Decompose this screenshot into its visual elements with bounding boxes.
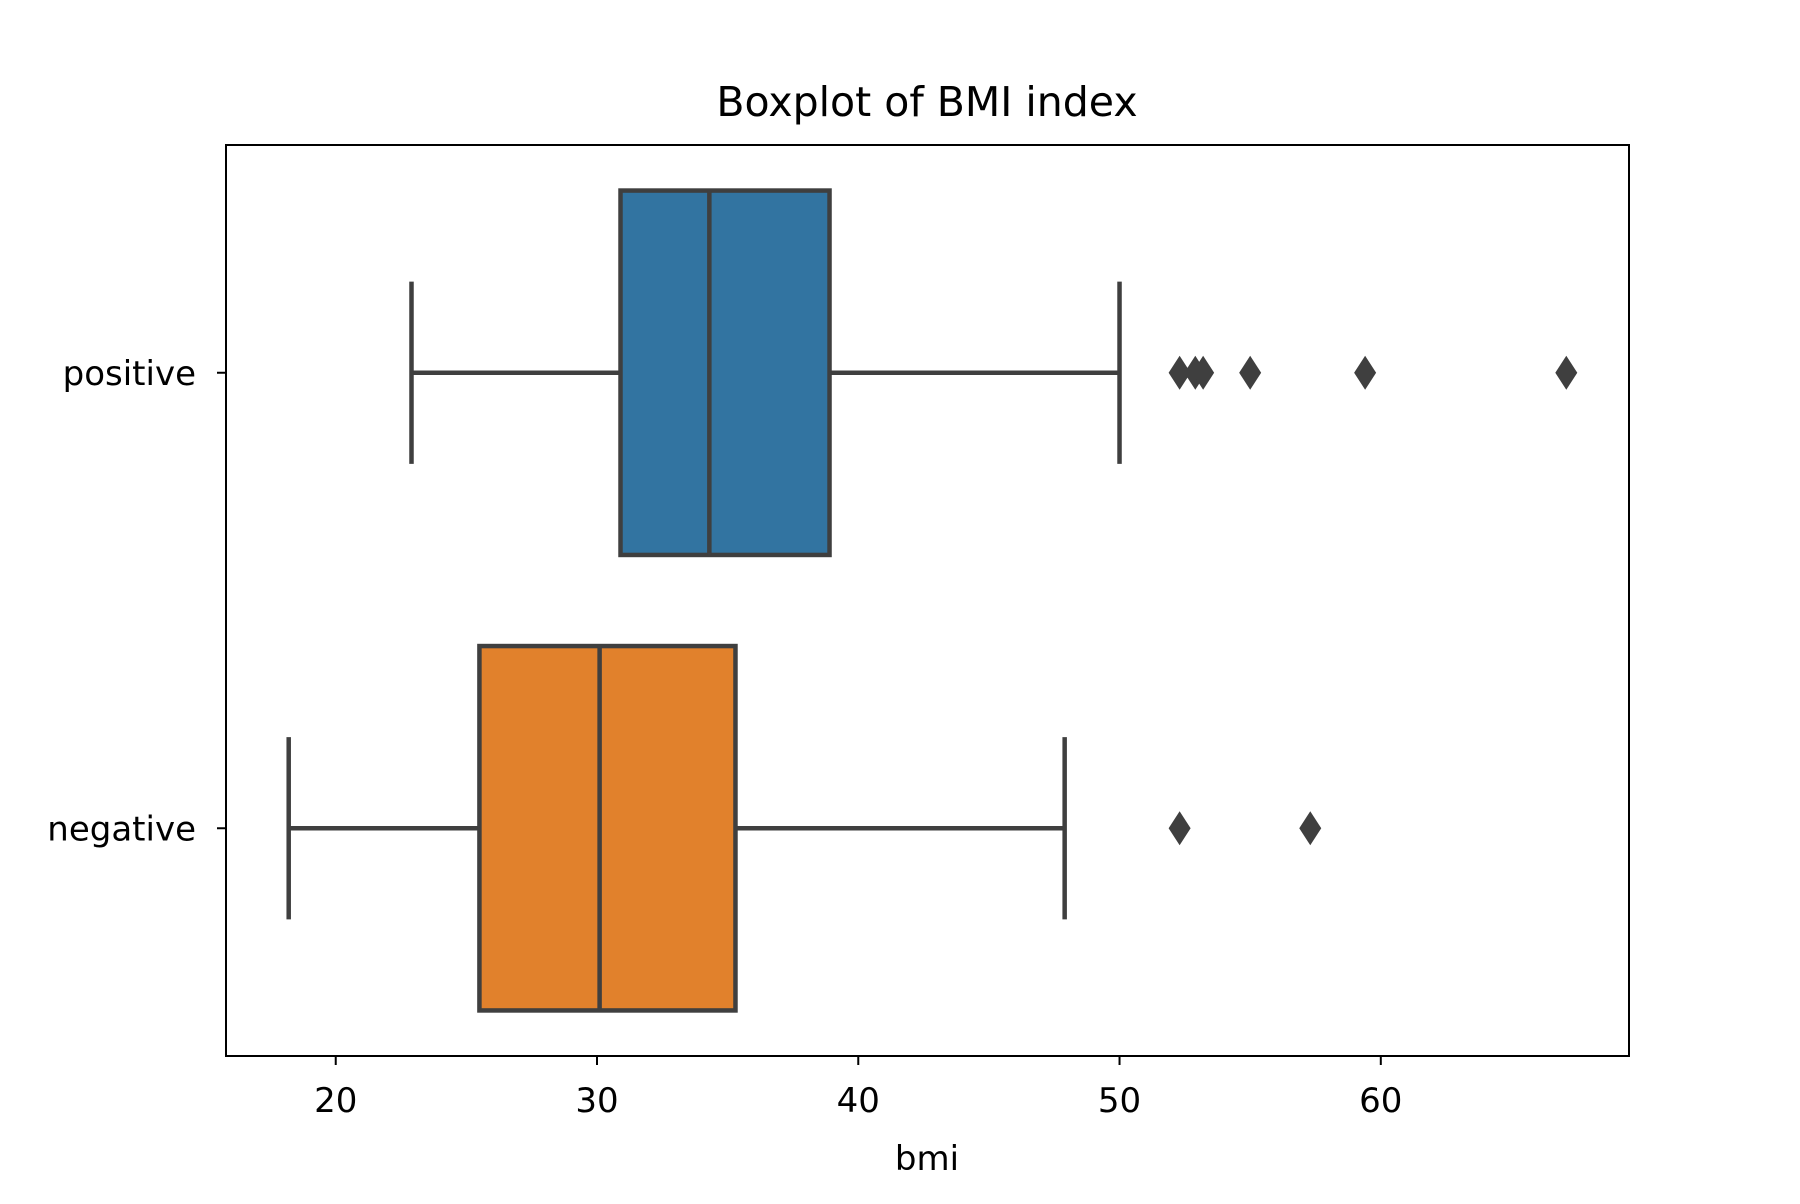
- y-tick-label-negative: negative: [47, 809, 196, 849]
- x-tick-label-40: 40: [837, 1081, 880, 1121]
- x-tick-label-60: 60: [1359, 1081, 1402, 1121]
- positive-box: [618, 188, 832, 558]
- positive-outlier-5: [1555, 355, 1578, 390]
- plot-content: [286, 188, 1578, 1013]
- positive-outlier-3: [1239, 355, 1262, 390]
- positive-outlier-4: [1354, 355, 1377, 390]
- negative-outlier-1: [1299, 811, 1322, 846]
- x-tick-label-30: 30: [575, 1081, 618, 1121]
- x-tick-label-20: 20: [314, 1081, 357, 1121]
- x-tick-label-50: 50: [1098, 1081, 1141, 1121]
- positive-outlier-2: [1192, 355, 1215, 390]
- plot-frame: [225, 144, 1630, 1057]
- chart-title: Boxplot of BMI index: [716, 78, 1137, 126]
- negative-box: [477, 643, 738, 1013]
- boxplot-group-negative: [286, 643, 1322, 1013]
- y-tick-label-positive: positive: [63, 354, 196, 394]
- x-axis: 20 30 40 50 60: [314, 1056, 1402, 1121]
- boxplot-group-positive: [409, 188, 1578, 558]
- negative-outlier-0: [1168, 811, 1191, 846]
- x-axis-label: bmi: [895, 1139, 959, 1179]
- positive-outlier-0: [1168, 355, 1191, 390]
- y-axis: positive negative: [47, 354, 226, 849]
